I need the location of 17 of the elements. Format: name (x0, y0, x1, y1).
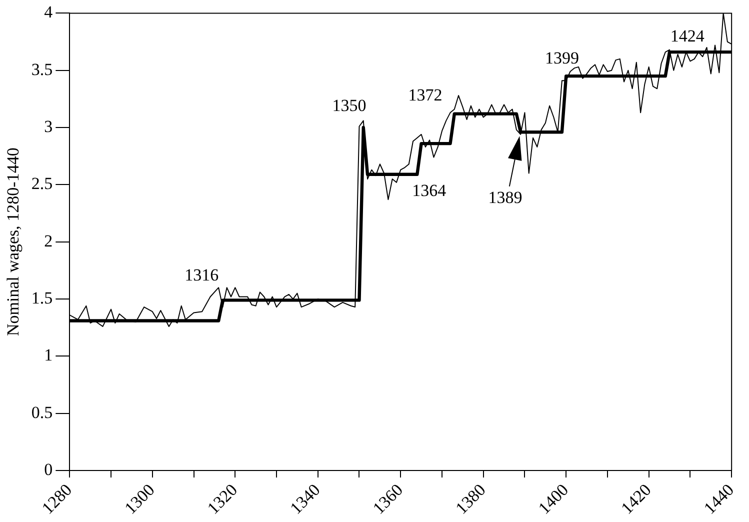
y-tick-label: 1 (44, 346, 53, 365)
annotation: 1364 (412, 180, 447, 200)
y-tick-label: 2 (44, 231, 53, 250)
y-tick-label: 4 (44, 2, 54, 22)
y-tick-label: 0 (44, 460, 53, 479)
annotation: 1372 (408, 85, 442, 104)
annotation: 1399 (544, 48, 579, 68)
y-tick-label: 1.5 (31, 288, 53, 308)
annotation: 1424 (670, 26, 705, 46)
y-tick-label: 2.5 (31, 174, 53, 194)
annotation: 1389 (488, 188, 522, 207)
y-axis-title: Nominal wages, 1280-1440 (4, 148, 23, 336)
annotation: 1350 (332, 96, 366, 115)
annotation: 1316 (184, 266, 219, 285)
y-tick-label: 3 (44, 117, 53, 136)
y-tick-label: 0.5 (31, 402, 53, 422)
y-tick-label: 3.5 (31, 60, 53, 79)
